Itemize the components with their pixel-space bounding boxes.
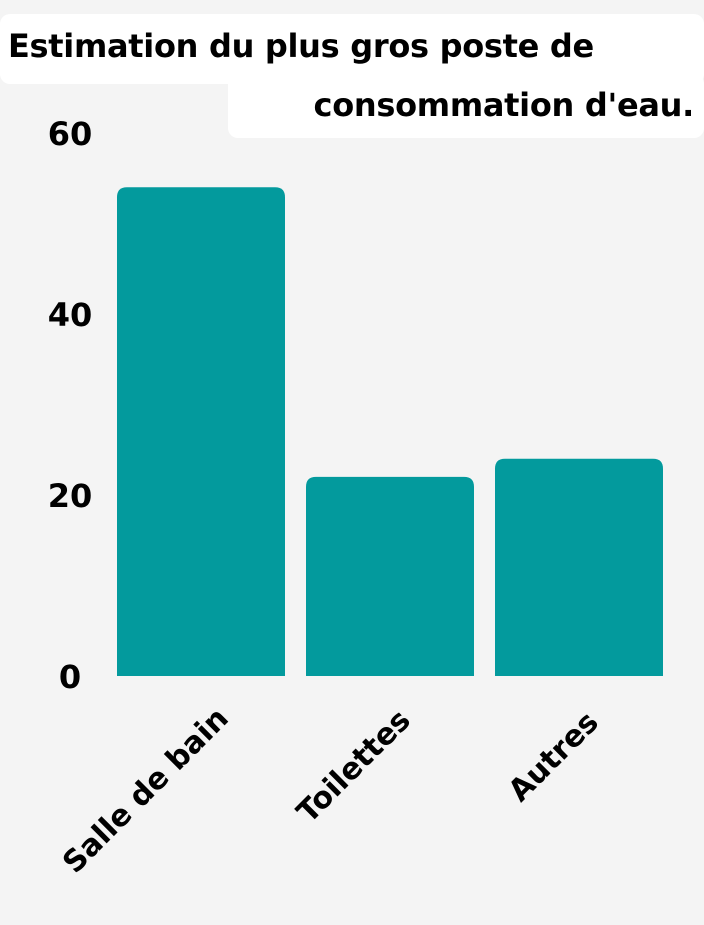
- chart-title-line-1: Estimation du plus gros poste de: [8, 27, 594, 65]
- bar-autres: [495, 458, 663, 676]
- y-tick-label-2: 40: [48, 296, 93, 334]
- bar-toilettes: [306, 476, 474, 676]
- title-background-line2: [228, 74, 704, 138]
- x-tick-label-autres: Autres: [502, 705, 606, 809]
- y-axis: 0 20 40 60: [48, 115, 93, 696]
- x-tick-label-salle-de-bain: Salle de bain: [56, 701, 235, 880]
- x-axis: Salle de bain Toilettes Autres: [56, 701, 605, 880]
- chart-title-line-2: consommation d'eau.: [313, 86, 695, 124]
- bars: [117, 187, 663, 677]
- x-tick-label-toilettes: Toilettes: [290, 703, 417, 830]
- title-background: [0, 14, 704, 84]
- bar-salle-de-bain: [117, 187, 285, 677]
- y-tick-label-0: 0: [59, 658, 81, 696]
- y-tick-label-3: 60: [48, 115, 93, 153]
- y-tick-label-1: 20: [48, 477, 93, 515]
